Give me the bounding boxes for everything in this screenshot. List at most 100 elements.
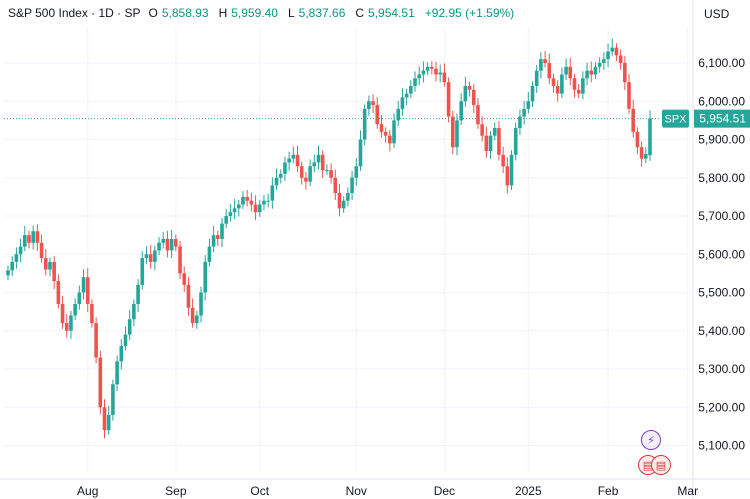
- candle: [585, 62, 589, 86]
- candle: [358, 130, 363, 171]
- candle: [333, 169, 338, 200]
- candle: [253, 195, 258, 221]
- candle: [543, 51, 547, 68]
- candle: [18, 238, 23, 263]
- candle: [174, 234, 178, 252]
- candle: [375, 97, 380, 129]
- candle: [43, 248, 48, 276]
- open-label: O: [148, 6, 158, 20]
- candle: [106, 405, 111, 435]
- candle: [593, 62, 598, 80]
- candle: [648, 110, 652, 161]
- x-tick-label: Nov: [346, 484, 367, 498]
- x-tick-label: Sep: [165, 484, 187, 498]
- candle: [438, 64, 442, 83]
- y-tick-label: 5,700.00: [698, 209, 745, 223]
- candle: [476, 98, 480, 129]
- open-value: 5,858.93: [161, 6, 209, 20]
- candle: [501, 146, 505, 174]
- candle: [203, 255, 208, 301]
- candle: [161, 232, 166, 249]
- candle: [102, 399, 107, 439]
- candle: [90, 299, 94, 328]
- x-tick-label: 2025: [515, 484, 542, 498]
- currency-label[interactable]: USD: [704, 7, 730, 21]
- y-tick-label: 5,600.00: [698, 247, 745, 261]
- candle: [442, 63, 447, 87]
- candle: [547, 53, 552, 85]
- candle: [325, 164, 329, 175]
- candle: [31, 225, 35, 250]
- candle: [6, 265, 10, 280]
- symbol-title[interactable]: S&P 500 Index · 1D · SP: [8, 6, 141, 20]
- candle: [509, 150, 514, 190]
- candle: [446, 77, 451, 123]
- candle: [35, 224, 40, 251]
- candle: [492, 122, 497, 141]
- candle: [132, 299, 136, 327]
- symbol-tag-label: SPX: [664, 114, 687, 126]
- candle: [362, 104, 367, 146]
- candle: [450, 110, 455, 155]
- us-flag-icon[interactable]: ▤: [651, 455, 671, 475]
- y-tick-label: 5,200.00: [698, 400, 745, 414]
- candle: [425, 62, 430, 76]
- candle: [383, 127, 388, 143]
- candle: [216, 230, 220, 246]
- candle: [266, 193, 270, 208]
- candle: [165, 230, 170, 258]
- y-axis[interactable]: 6,100.00 6,000.00 5,900.00 5,800.00 5,700.00…: [698, 56, 745, 453]
- low-label: L: [287, 6, 295, 20]
- x-tick-label: Dec: [434, 484, 455, 498]
- candle: [606, 43, 610, 68]
- close-value: 5,954.51: [368, 6, 415, 20]
- candle: [60, 295, 65, 329]
- candle: [236, 199, 241, 217]
- candle: [400, 88, 405, 116]
- candle: [459, 93, 463, 125]
- lightning-icon[interactable]: ⚡: [641, 430, 661, 450]
- x-tick-label: Oct: [250, 484, 269, 498]
- last-price-label: 5,954.51: [699, 112, 746, 126]
- candle: [119, 339, 124, 370]
- candle: [85, 268, 90, 313]
- candle: [635, 127, 640, 155]
- candle: [178, 240, 182, 280]
- y-tick-label: 5,800.00: [698, 171, 745, 185]
- candle: [228, 204, 233, 222]
- candle: [10, 256, 14, 277]
- candle: [211, 225, 216, 253]
- candle: [350, 170, 354, 200]
- candle: [413, 71, 417, 92]
- candle: [513, 122, 518, 161]
- candle: [140, 251, 145, 290]
- candle: [127, 310, 132, 341]
- candle: [618, 49, 623, 70]
- candle: [224, 209, 228, 229]
- y-tick-label: 5,100.00: [698, 439, 745, 453]
- candle: [421, 61, 426, 83]
- candle: [73, 298, 77, 321]
- candle: [320, 150, 325, 179]
- candle: [39, 234, 44, 263]
- candle: [144, 246, 149, 264]
- candle: [304, 172, 308, 190]
- candle: [480, 116, 484, 142]
- candle: [329, 163, 333, 184]
- candle: [518, 109, 522, 135]
- candle: [434, 61, 438, 82]
- candle: [404, 89, 409, 106]
- x-axis[interactable]: Aug Sep Oct Nov Dec 2025 Feb Mar: [77, 484, 698, 498]
- candle: [379, 115, 384, 138]
- y-tick-label: 6,000.00: [698, 94, 745, 108]
- candle: [627, 74, 631, 114]
- candle: [341, 196, 346, 213]
- candle: [94, 317, 98, 364]
- high-label: H: [218, 6, 228, 20]
- candle: [467, 81, 472, 97]
- candle: [316, 145, 321, 170]
- candle: [270, 177, 275, 209]
- candle: [534, 64, 539, 93]
